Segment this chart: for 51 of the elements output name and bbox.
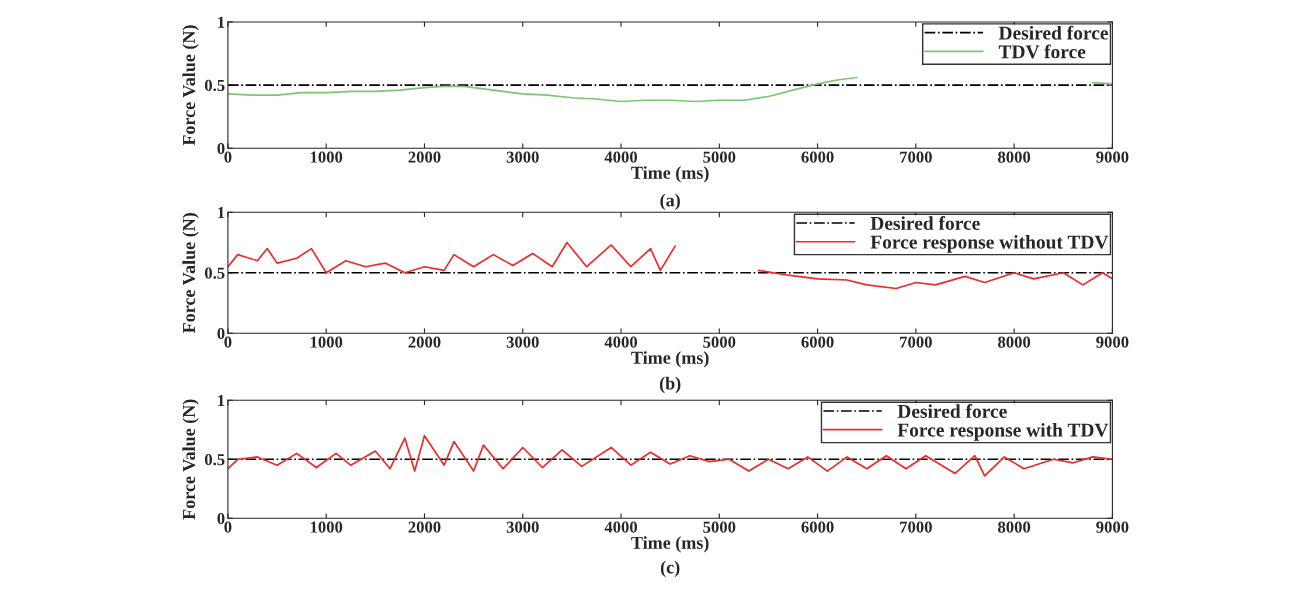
x-tick-label: 4000 (604, 151, 638, 163)
x-tick-label: 3000 (506, 521, 539, 533)
y-tick-label: 0.5 (204, 453, 225, 466)
y-tick-label: 1 (218, 16, 225, 28)
text: (b) (659, 376, 681, 394)
x-tick-label: 8000 (998, 151, 1031, 163)
y-tick-label: 0 (217, 512, 225, 525)
y-axis-title: Force Value (N) (182, 25, 199, 146)
x-tick-label: 3000 (506, 336, 539, 348)
text: (a) (660, 193, 680, 211)
y-tick-label: 0.5 (204, 267, 225, 279)
y-axis-title: Force Value (N) (182, 213, 199, 333)
legend-label: Desired force (870, 216, 980, 230)
x-tick-label: 9000 (1096, 336, 1129, 348)
x-tick-label: 6000 (801, 151, 834, 163)
x-tick-label: 9000 (1096, 151, 1129, 163)
x-tick-label: 7000 (900, 336, 932, 348)
x-tick-label: 1000 (310, 336, 343, 348)
legend-label: Force response with TDV (897, 423, 1109, 441)
x-axis-title: Time (ms) (631, 351, 709, 368)
y-axis-title: Force Value (N) (182, 399, 199, 520)
x-tick-label: 9000 (1096, 521, 1129, 533)
x-tick-label: 7000 (900, 521, 932, 533)
x-tick-label: 6000 (801, 336, 834, 348)
y-tick-label: 0.5 (204, 79, 225, 92)
y-tick-label: 0 (217, 327, 225, 340)
legend-label: Desired force (998, 25, 1109, 40)
text: (c) (660, 560, 680, 578)
x-axis-title: Time (ms) (631, 536, 709, 553)
x-tick-label: 4000 (604, 521, 638, 533)
x-axis-title: Time (ms) (631, 166, 709, 183)
y-tick-label: 1 (218, 395, 225, 407)
legend-label: TDV force (998, 44, 1086, 59)
x-tick-label: 5000 (703, 151, 736, 163)
x-tick-label: 8000 (998, 521, 1031, 533)
legend-label: Desired force (897, 404, 1007, 418)
y-tick-label: 1 (218, 207, 225, 219)
x-tick-label: 5000 (703, 336, 736, 348)
x-tick-label: 3000 (506, 151, 539, 163)
x-tick-label: 2000 (408, 521, 441, 533)
x-tick-label: 7000 (900, 151, 932, 163)
x-tick-label: 5000 (703, 521, 736, 533)
x-tick-label: 1000 (310, 151, 343, 163)
x-tick-label: 2000 (408, 336, 441, 348)
x-tick-label: 8000 (998, 336, 1031, 348)
x-tick-label: 1000 (310, 521, 343, 533)
x-tick-label: 4000 (604, 336, 638, 348)
legend-label: Force response without TDV (870, 235, 1109, 253)
x-tick-label: 6000 (801, 521, 834, 533)
x-tick-label: 2000 (408, 151, 441, 163)
y-tick-label: 0 (217, 142, 225, 155)
